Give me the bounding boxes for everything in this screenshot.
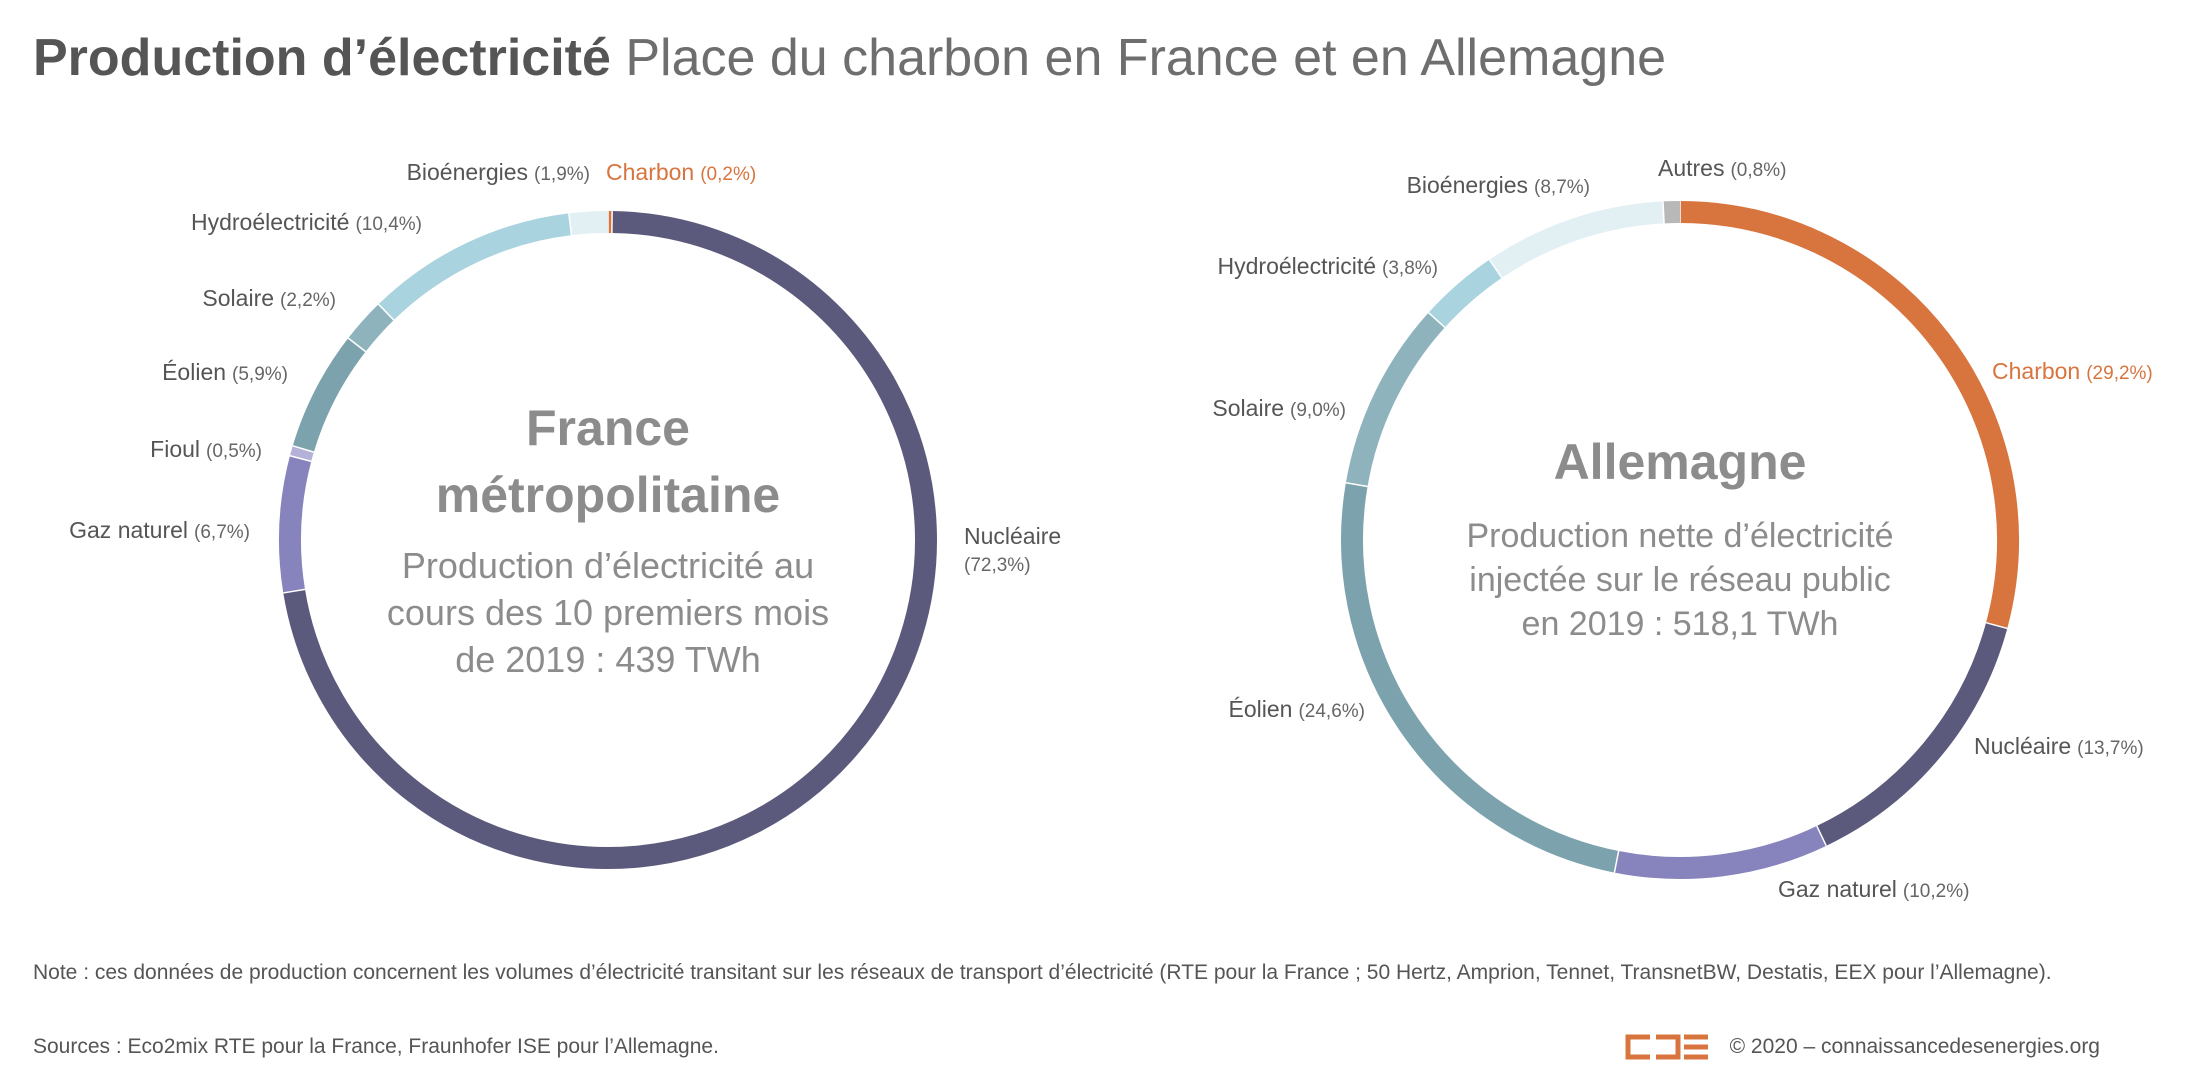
- slice-solaire: [348, 304, 394, 352]
- slice-hydroelectricite: [378, 213, 572, 321]
- slice-separator: [347, 337, 367, 353]
- center-title-line: métropolitaine: [436, 467, 780, 523]
- copyright-text: © 2020 – connaissancedesenergies.org: [1729, 1035, 2100, 1058]
- center-subtitle-line: Production d’électricité au: [402, 545, 814, 586]
- slice-eolien: [1341, 482, 1619, 873]
- center-subtitle-line: injectée sur le réseau public: [1469, 561, 1890, 599]
- center-title-line: Allemagne: [1554, 434, 1807, 490]
- slice-separator: [377, 303, 395, 321]
- slice-eolien: [292, 338, 366, 453]
- label-solaire: Solaire (9,0%): [1212, 395, 1346, 421]
- slice-nucleaire: [283, 211, 937, 869]
- label-bioenergies: Bioénergies (1,9%): [407, 159, 590, 185]
- slice-bioenergies: [568, 211, 609, 236]
- slice-separator: [1488, 259, 1503, 279]
- title-subtitle: Place du charbon en France et en Allemag…: [625, 29, 1667, 87]
- slice-separator: [1662, 201, 1665, 224]
- center-subtitle-line: cours des 10 premiers mois: [387, 592, 829, 633]
- slice-nucleaire: [1816, 622, 2008, 846]
- center-subtitle-line: Production nette d’électricité: [1466, 517, 1893, 555]
- cde-logo: [1625, 1034, 1708, 1060]
- label-charbon: Charbon (29,2%): [1992, 358, 2153, 384]
- label-gaz-naturel: Gaz naturel (10,2%): [1778, 876, 1969, 902]
- slice-separator: [1613, 850, 1620, 873]
- slice-separator: [568, 213, 573, 236]
- label-eolien: Éolien (5,9%): [162, 359, 288, 385]
- label-solaire: Solaire (2,2%): [202, 285, 336, 311]
- slice-gaz-naturel: [279, 455, 312, 593]
- slice-separator: [1985, 621, 2008, 630]
- slice-charbon: [1679, 201, 2019, 629]
- slice-separator: [1428, 312, 1446, 328]
- slice-gaz-naturel: [1614, 825, 1827, 879]
- slice-separator: [1345, 482, 1368, 488]
- label-hydroelectricite: Hydroélectricité (3,8%): [1218, 253, 1438, 279]
- slice-solaire: [1345, 312, 1445, 487]
- slice-separator: [1816, 825, 1827, 847]
- label-charbon: Charbon (0,2%): [606, 159, 756, 185]
- footer-sources: Sources : Eco2mix RTE pour la France, Fr…: [33, 1035, 719, 1058]
- slice-separator: [289, 455, 312, 463]
- label-nucleaire: Nucléaire (72,3%): [964, 523, 1061, 576]
- label-eolien: Éolien (24,6%): [1229, 696, 1365, 722]
- slice-bioenergies: [1489, 201, 1665, 278]
- chart-title: Production d’électricité Place du charbo…: [33, 26, 1666, 90]
- center-title-line: France: [526, 400, 690, 456]
- slice-hydroelectricite: [1428, 259, 1502, 328]
- center-subtitle-line: de 2019 : 439 TWh: [455, 639, 761, 680]
- label-hydroelectricite: Hydroélectricité (10,4%): [191, 209, 422, 235]
- label-nucleaire: Nucléaire (13,7%): [1974, 733, 2144, 759]
- footer-note: Note : ces données de production concern…: [33, 961, 2052, 984]
- label-fioul: Fioul (0,5%): [150, 436, 262, 462]
- label-autres: Autres (0,8%): [1658, 155, 1786, 181]
- label-bioenergies: Bioénergies (8,7%): [1407, 172, 1590, 198]
- footer-copyright: © 2020 – connaissancedesenergies.org: [1624, 1032, 2100, 1062]
- donut-chart-1: Charbon (0,2%) Nucléaire (72,3%) Gaz naturel…: [69, 159, 1061, 869]
- slice-fioul: [289, 445, 314, 462]
- slice-separator: [283, 588, 306, 594]
- title-main: Production d’électricité: [33, 29, 611, 87]
- label-gaz-naturel: Gaz naturel (6,7%): [69, 517, 250, 543]
- slice-separator: [292, 445, 315, 453]
- donut-chart-2: Charbon (29,2%) Nucléaire (13,7%) Gaz nature…: [1212, 155, 2152, 902]
- center-subtitle-line: en 2019 : 518,1 TWh: [1522, 605, 1839, 643]
